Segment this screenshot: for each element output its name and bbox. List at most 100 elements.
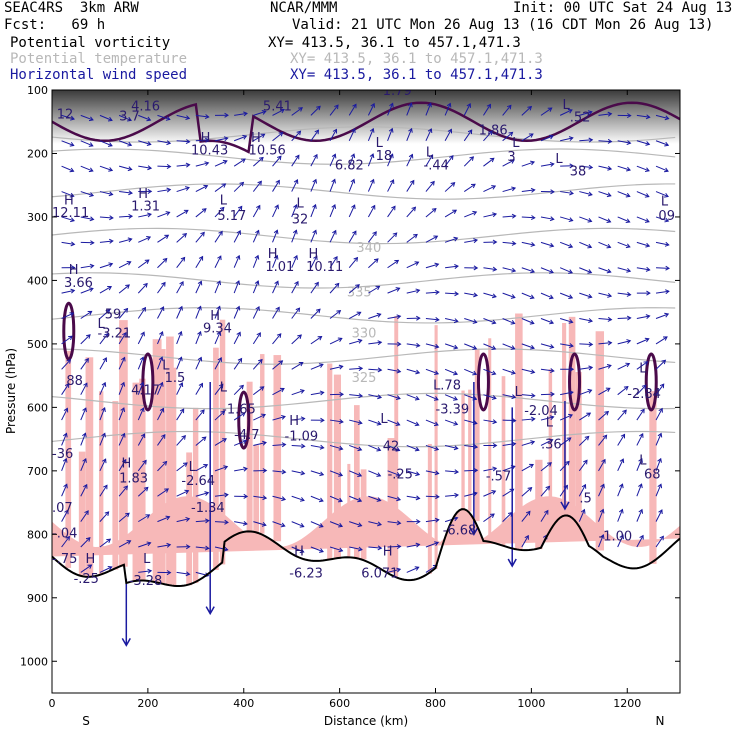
wind-arrow: [502, 292, 516, 299]
y-tick-label: 700: [27, 465, 48, 478]
wind-arrow: [214, 438, 227, 446]
wind-arrow: [444, 128, 453, 142]
wind-arrow: [80, 510, 89, 522]
wind-arrow: [617, 339, 632, 345]
strong-downdraft-arrow: [560, 401, 570, 511]
wind-arrow: [655, 483, 663, 497]
wind-arrow: [329, 178, 336, 192]
wind-arrow: [464, 343, 478, 350]
wind-arrow: [252, 204, 261, 218]
wind-arrow: [636, 384, 647, 396]
wind-arrow: [464, 210, 478, 218]
wind-arrow: [521, 105, 533, 116]
wind-arrow: [138, 140, 152, 146]
wind-arrow: [560, 216, 574, 223]
wind-arrow: [176, 162, 191, 168]
extrema-label: -2.84: [627, 387, 661, 402]
init-time: Init: 00 UTC Sat 24 Aug 13: [513, 0, 733, 16]
wind-arrow: [502, 441, 517, 447]
wind-arrow: [445, 492, 460, 498]
extrema-label: L: [380, 412, 388, 427]
field-name-pv: Potential vorticity: [10, 35, 171, 51]
wind-arrow: [387, 444, 401, 452]
wind-arrow: [176, 408, 185, 421]
wind-arrow: [291, 416, 306, 422]
wind-arrow: [387, 419, 401, 427]
wind-arrow: [406, 419, 420, 427]
strong-downdraft-arrow: [121, 578, 131, 647]
wind-arrow: [521, 416, 536, 422]
wind-arrow: [540, 415, 555, 421]
wind-arrow: [157, 542, 172, 548]
extrema-label: 10.11: [306, 260, 343, 275]
extrema-label: 42: [383, 440, 400, 455]
wind-arrow: [598, 410, 610, 421]
shade-column: [172, 367, 177, 586]
extrema-label: 6.071: [361, 566, 398, 581]
wind-arrow: [598, 111, 613, 117]
wind-arrow: [444, 209, 458, 218]
wind-arrow: [521, 343, 535, 350]
y-tick-label: 200: [27, 147, 48, 160]
extrema-label: H: [201, 131, 211, 146]
wind-arrow: [636, 216, 650, 223]
extrema-label: 59: [105, 308, 122, 323]
wind-arrow: [253, 133, 266, 142]
wind-arrow: [233, 229, 241, 243]
wind-arrow: [99, 238, 114, 244]
wind-arrow: [310, 363, 324, 370]
wind-arrow: [636, 266, 651, 272]
wind-arrow: [387, 287, 401, 294]
wind-arrow: [406, 519, 421, 525]
wind-arrow: [80, 263, 95, 269]
wind-arrow: [617, 483, 624, 497]
wind-arrow: [329, 153, 337, 167]
shade-column: [166, 336, 174, 585]
wind-arrow: [521, 241, 536, 247]
wind-arrow: [655, 241, 670, 247]
wind-arrow: [483, 103, 491, 116]
wind-arrow: [483, 292, 497, 299]
wind-arrow: [137, 381, 145, 395]
wind-arrow: [272, 387, 285, 396]
wind-arrow: [406, 206, 417, 218]
theta-contour: [52, 348, 676, 365]
wind-arrow: [156, 356, 164, 370]
extrema-label: L: [433, 379, 441, 394]
wind-arrow: [598, 340, 613, 346]
extrema-label: 18: [376, 149, 393, 164]
wind-arrow: [137, 306, 146, 319]
shade-column: [474, 348, 480, 522]
wind-arrow: [195, 231, 205, 243]
wind-arrow: [540, 462, 552, 472]
wind-arrow: [368, 470, 382, 477]
wind-arrow: [483, 212, 498, 218]
wind-arrow: [61, 140, 75, 147]
wind-arrow: [195, 114, 210, 120]
extrema-label: .52: [570, 111, 591, 126]
wind-arrow: [655, 535, 664, 548]
theta-label: 325: [352, 371, 377, 386]
extrema-label: -4.7: [234, 428, 259, 443]
extrema-label: -3.28: [129, 574, 163, 589]
wind-arrow: [291, 443, 306, 449]
wind-arrow: [214, 280, 222, 294]
wind-arrow: [406, 342, 421, 348]
wind-arrow: [176, 233, 188, 243]
wind-arrow: [61, 359, 72, 370]
wind-arrow: [195, 463, 209, 472]
field-xy-pv: XY= 413.5, 36.1 to 457.1,471.3: [268, 35, 521, 51]
wind-arrow: [137, 282, 148, 294]
extrema-label: H: [308, 247, 318, 262]
wind-arrow: [579, 267, 593, 274]
wind-arrow: [157, 433, 166, 446]
wind-arrow: [617, 113, 632, 119]
wind-arrow: [118, 512, 130, 523]
wind-arrow: [598, 191, 612, 198]
wind-arrow: [425, 394, 439, 401]
wind-arrow: [291, 334, 302, 345]
wind-arrow: [636, 508, 644, 522]
wind-arrow: [214, 519, 229, 525]
extrema-label: H: [138, 187, 148, 202]
wind-arrow: [195, 545, 210, 551]
